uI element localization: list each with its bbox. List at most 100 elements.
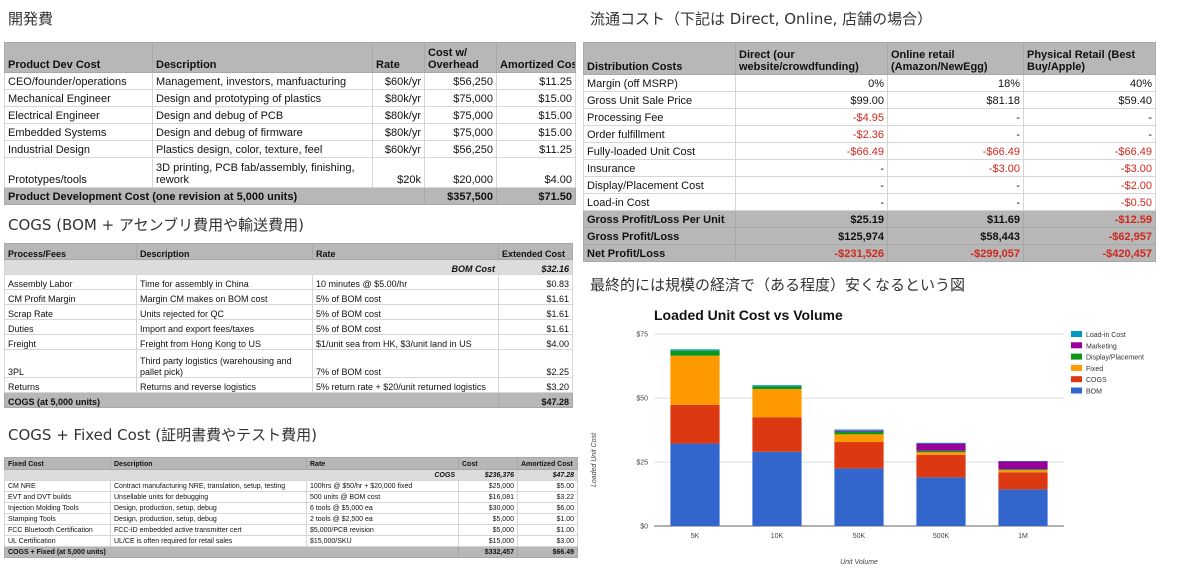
table-cell: Design, production, setup, debug (110, 513, 307, 525)
chart-title: Loaded Unit Cost vs Volume (654, 307, 843, 323)
table-cell: -$231,526 (735, 244, 888, 262)
column-header: Physical Retail (Best Buy/Apple) (1023, 42, 1156, 75)
x-tick-label: 50K (853, 533, 866, 540)
bar-segment-load-in-cost-10k (752, 385, 802, 387)
table-row: Electrical Engineer Design and debug of P… (4, 106, 576, 124)
table-cell: $5,000/PCB revision (306, 524, 459, 536)
column-header: Description (110, 457, 307, 470)
table-cell: Net Profit/Loss (583, 244, 736, 262)
table-row: CM NRE Contract manufacturing NRE, transl… (4, 480, 578, 492)
table-cell: -$4.95 (735, 108, 888, 126)
total-label: COGS + Fixed (at 5,000 units) (4, 546, 459, 558)
table-row: UL Certification UL/CE is often required … (4, 535, 578, 547)
table-cell: - (735, 176, 888, 194)
table-cell: $5,000 (458, 513, 518, 525)
bar-segment-display-placement-10k (752, 386, 802, 390)
table-total-row: Net Profit/Loss -$231,526 -$299,057 -$420,4… (583, 244, 1156, 262)
table-cell: Scrap Rate (4, 304, 137, 320)
table-cell: $30,000 (458, 502, 518, 514)
table-cell: $5.00 (517, 480, 578, 492)
bar-segment-display-placement-50k (834, 431, 884, 435)
table-cell: Design and prototyping of plastics (152, 89, 373, 107)
table-total-row: Product Development Cost (one revision a… (4, 187, 576, 205)
table-cell: Assembly Labor (4, 274, 137, 290)
table-row: Freight Freight from Hong Kong to US $1/un… (4, 334, 573, 350)
bar-segment-bom-5k (670, 443, 720, 526)
table-total-row: Gross Profit/Loss Per Unit $25.19 $11.69 -$… (583, 210, 1156, 228)
table-cell: Returns (4, 377, 137, 393)
table-cell: $80k/yr (372, 89, 425, 107)
table-cell: $2.25 (498, 349, 573, 378)
table-cell: $20k (372, 157, 425, 188)
table-cell: -$3.00 (887, 159, 1024, 177)
bar-segment-bom-1m (998, 489, 1048, 526)
table-row: Injection Molding Tools Design, productio… (4, 502, 578, 514)
table-cell: -$0.50 (1023, 193, 1156, 211)
product-dev-cost-table: Product Dev Cost Description Rate Cost w… (4, 42, 576, 205)
x-tick-label: 5K (691, 533, 700, 540)
table-cell: 40% (1023, 74, 1156, 92)
legend-swatch (1071, 342, 1082, 349)
column-header: Extended Cost (498, 243, 573, 260)
table-row: Scrap Rate Units rejected for QC 5% of BOM… (4, 304, 573, 320)
table-cell: 7% of BOM cost (312, 349, 499, 378)
cogs-label: COGS (4, 469, 459, 481)
table-row: Returns Returns and reverse logistics 5% r… (4, 377, 573, 393)
bar-segment-fixed-10k (752, 389, 802, 418)
table-cell: $25,000 (458, 480, 518, 492)
table-cell: Returns and reverse logistics (136, 377, 313, 393)
table-cell: -$2.00 (1023, 176, 1156, 194)
table-cell: $75,000 (424, 106, 497, 124)
bar-segment-display-placement-500k (916, 450, 966, 453)
table-cell: $75,000 (424, 89, 497, 107)
table-cell: $59.40 (1023, 91, 1156, 109)
table-cell: $25.19 (735, 210, 888, 228)
table-cell: Injection Molding Tools (4, 502, 111, 514)
cogs-amortized: $47.28 (517, 469, 578, 481)
table-cell: $81.18 (887, 91, 1024, 109)
column-header: Online retail (Amazon/NewEgg) (887, 42, 1024, 75)
column-header: Rate (312, 243, 499, 260)
table-cell: UL Certification (4, 535, 111, 547)
table-row: Order fulfillment -$2.36- - (583, 125, 1156, 143)
table-total-row: Gross Profit/Loss $125,974 $58,443 -$62,957 (583, 227, 1156, 245)
column-header: Cost w/ Overhead (424, 42, 497, 73)
table-cell: EVT and DVT builds (4, 491, 111, 503)
table-cell: Freight from Hong Kong to US (136, 334, 313, 350)
total-cost: $332,457 (458, 546, 518, 558)
table-header-row: Fixed Cost Description Rate Cost Amortiz… (4, 457, 578, 470)
table-cell: Time for assembly in China (136, 274, 313, 290)
table-cell: -$66.49 (735, 142, 888, 160)
table-cell: $58,443 (887, 227, 1024, 245)
table-row: EVT and DVT builds Unsellable units for d… (4, 491, 578, 503)
bom-cost-row: BOM Cost $32.16 (4, 259, 573, 275)
legend-label: COGS (1086, 377, 1107, 384)
table-cell: $56,250 (424, 72, 497, 90)
table-cell: $56,250 (424, 140, 497, 158)
bar-segment-marketing-1m (998, 461, 1048, 470)
table-cell: Prototypes/tools (4, 157, 153, 188)
table-header-row: Distribution Costs Direct (our website/c… (583, 42, 1156, 75)
table-cell: $20,000 (424, 157, 497, 188)
table-row: CEO/founder/operations Management, invest… (4, 72, 576, 90)
column-header: Amortized Cost (496, 42, 576, 73)
table-cell: $3.20 (498, 377, 573, 393)
table-cell: Units rejected for QC (136, 304, 313, 320)
bar-segment-cogs-1m (998, 472, 1048, 490)
x-tick-label: 10K (771, 533, 784, 540)
table-cell: $1.00 (517, 513, 578, 525)
legend-swatch (1071, 376, 1082, 383)
table-cell: -$66.49 (1023, 142, 1156, 160)
table-cell: Freight (4, 334, 137, 350)
table-cell: $1.61 (498, 304, 573, 320)
column-header: Rate (372, 42, 425, 73)
column-header: Cost (458, 457, 518, 470)
fixed-cost-heading: COGS + Fixed Cost (証明書費やテスト費用) (8, 426, 317, 444)
table-cell: - (887, 176, 1024, 194)
table-row: Duties Import and export fees/taxes 5% of … (4, 319, 573, 335)
table-cell: $1.00 (517, 524, 578, 536)
table-total-row: COGS (at 5,000 units) $47.28 (4, 392, 573, 408)
table-cell: Embedded Systems (4, 123, 153, 141)
table-cell: -$66.49 (887, 142, 1024, 160)
table-cell: $15.00 (496, 106, 576, 124)
